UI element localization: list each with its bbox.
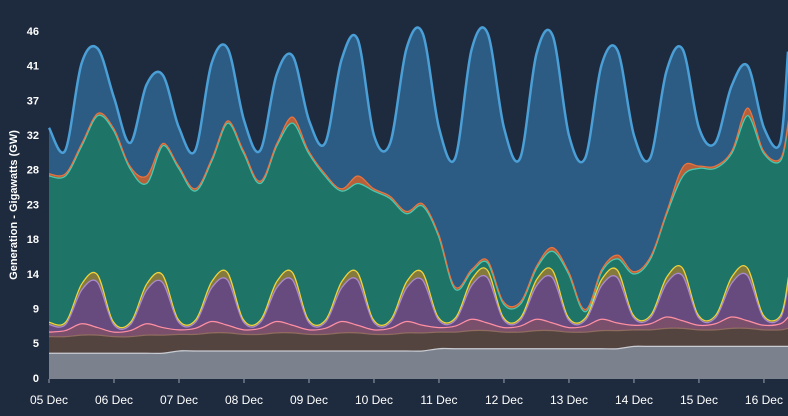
area-fill <box>49 272 788 332</box>
y-tick-label: 5 <box>33 338 39 350</box>
x-tick-label: 06 Dec <box>95 393 133 407</box>
area-line <box>47 26 788 164</box>
area-fill <box>49 114 788 328</box>
y-tick-label: 18 <box>27 234 39 246</box>
y-tick-label: 37 <box>27 95 39 107</box>
x-tick-label: 15 Dec <box>680 393 718 407</box>
x-tick-label: 05 Dec <box>30 393 68 407</box>
area-fill <box>49 316 788 337</box>
x-tick-label: 14 Dec <box>615 393 653 407</box>
area-fill <box>49 27 788 309</box>
area-fill <box>49 345 788 379</box>
x-tick-label: 10 Dec <box>355 393 393 407</box>
y-tick-label: 0 <box>33 373 39 385</box>
y-tick-label: 23 <box>27 199 39 211</box>
area-line <box>49 344 788 355</box>
y-tick-label: 14 <box>27 269 40 281</box>
y-tick-label: 32 <box>27 130 39 142</box>
area-fill <box>49 264 788 329</box>
x-tick-label: 09 Dec <box>290 393 328 407</box>
x-tick-label: 11 Dec <box>420 393 457 407</box>
x-tick-label: 13 Dec <box>550 393 588 407</box>
x-tick-label: 08 Dec <box>225 393 263 407</box>
y-tick-label: 28 <box>27 165 39 177</box>
y-tick-label: 41 <box>27 61 39 73</box>
y-tick-label: 46 <box>27 26 39 38</box>
y-tick-label: 9 <box>33 304 39 316</box>
x-tick-label: 16 Dec <box>745 393 783 407</box>
y-axis-title: Generation - Gigawatts (GW) <box>8 130 20 280</box>
x-tick-label: 07 Dec <box>160 393 198 407</box>
x-tick-label: 12 Dec <box>485 393 523 407</box>
